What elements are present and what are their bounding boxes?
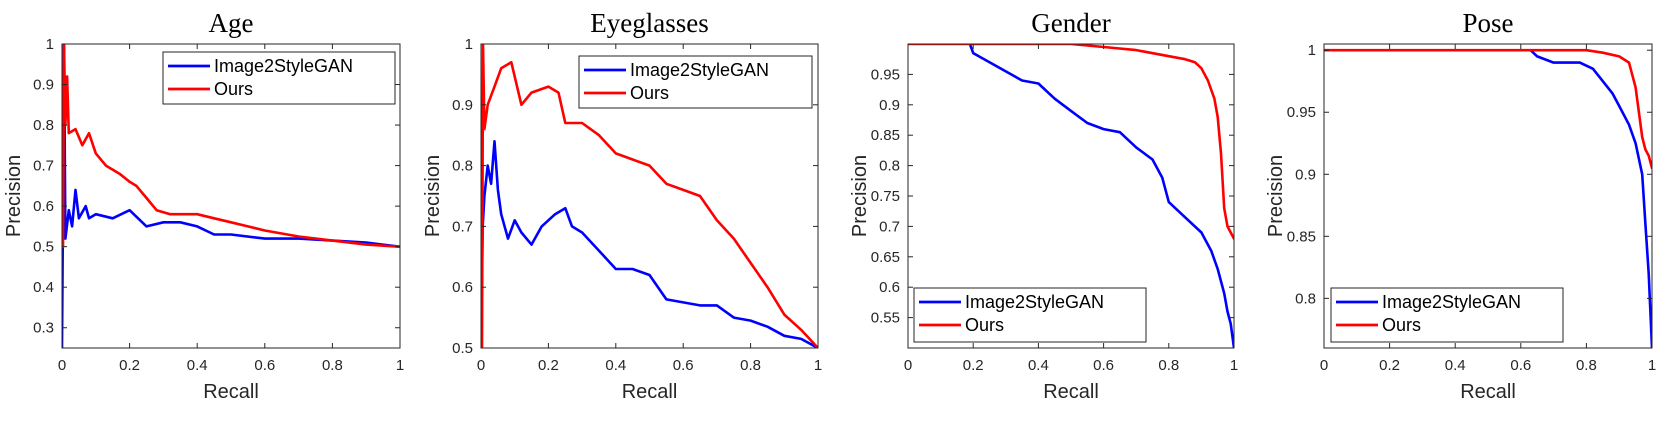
x-tick-label: 0.8 — [1576, 357, 1597, 374]
series-line-ours — [1324, 48, 1652, 170]
x-tick-label: 0.6 — [254, 357, 275, 374]
x-tick-label: 0.2 — [1379, 357, 1400, 374]
legend: Image2StyleGAN Ours — [1330, 287, 1564, 343]
legend-entry: Ours — [1382, 315, 1421, 335]
x-tick-label: 0.6 — [1510, 357, 1531, 374]
x-tick-label: 1 — [1230, 357, 1238, 374]
x-tick-label: 0.4 — [1445, 357, 1466, 374]
y-tick-label: 1 — [1308, 42, 1316, 59]
x-tick-label: 0.6 — [1093, 357, 1114, 374]
chart-panel-pose: Pose 0 0.2 0.4 0.6 0.8 1 0.8 0.85 0.9 0.95 1 Recall P… — [1265, 8, 1656, 403]
legend-entry: Image2StyleGAN — [965, 292, 1104, 312]
x-axis-label: Recall — [1043, 381, 1099, 403]
y-tick-label: 1 — [46, 36, 54, 53]
legend-entry: Image2StyleGAN — [214, 56, 353, 76]
y-tick-label: 0.95 — [1287, 104, 1316, 121]
x-tick-label: 0.2 — [963, 357, 984, 374]
chart-title: Age — [209, 8, 254, 38]
chart-title: Gender — [1031, 8, 1110, 38]
x-axis-label: Recall — [203, 381, 259, 403]
series-line-image2stylegan — [1529, 48, 1652, 348]
series-line-ours — [62, 44, 400, 248]
y-axis-label: Precision — [1265, 155, 1287, 237]
x-tick-label: 0.2 — [538, 357, 559, 374]
legend-box — [162, 51, 396, 105]
legend-entry: Image2StyleGAN — [630, 60, 769, 80]
legend-box — [578, 55, 813, 109]
x-tick-label: 0 — [58, 357, 66, 374]
y-tick-label: 0.65 — [871, 249, 900, 266]
x-tick-label: 0.4 — [187, 357, 208, 374]
y-tick-label: 0.8 — [1295, 290, 1316, 307]
x-tick-label: 0 — [477, 357, 485, 374]
chart-title: Eyeglasses — [590, 8, 708, 38]
y-tick-label: 0.6 — [33, 198, 54, 215]
x-axis-label: Recall — [622, 381, 678, 403]
y-tick-label: 0.8 — [879, 158, 900, 175]
x-tick-label: 0.8 — [322, 357, 343, 374]
x-tick-label: 1 — [396, 357, 404, 374]
legend-entry: Ours — [630, 83, 669, 103]
y-tick-label: 0.8 — [33, 117, 54, 134]
legend: Image2StyleGAN Ours — [913, 287, 1147, 343]
y-tick-label: 0.9 — [33, 77, 54, 94]
x-tick-label: 0.4 — [1028, 357, 1049, 374]
y-tick-label: 0.85 — [871, 127, 900, 144]
series-line-image2stylegan — [481, 140, 818, 348]
y-tick-label: 0.7 — [879, 218, 900, 235]
legend: Image2StyleGAN Ours — [578, 55, 813, 109]
y-tick-label: 0.8 — [452, 158, 473, 175]
y-tick-label: 0.3 — [33, 320, 54, 337]
legend: Image2StyleGAN Ours — [162, 51, 396, 105]
y-tick-label: 0.5 — [452, 340, 473, 357]
y-tick-label: 0.95 — [871, 66, 900, 83]
x-tick-label: 0.2 — [119, 357, 140, 374]
y-tick-label: 0.9 — [879, 97, 900, 114]
y-tick-label: 0.5 — [33, 239, 54, 256]
chart-panel-gender: Gender 0 0.2 0.4 0.6 0.8 1 0.55 0.6 0.65 0.7 0.75 0.… — [849, 8, 1238, 403]
y-axis-label: Precision — [3, 155, 25, 237]
legend-entry: Image2StyleGAN — [1382, 292, 1521, 312]
x-tick-label: 0 — [904, 357, 912, 374]
y-tick-label: 0.9 — [452, 97, 473, 114]
legend-entry: Ours — [965, 315, 1004, 335]
y-tick-label: 0.6 — [452, 279, 473, 296]
series-line-image2stylegan — [968, 44, 1234, 348]
y-axis-label: Precision — [422, 155, 444, 237]
chart-panel-eyeglasses: Eyeglasses 0 0.2 0.4 0.6 0.8 1 0.5 0.6 0.7 0.8 0.9 1… — [422, 8, 822, 403]
x-tick-label: 0.4 — [605, 357, 626, 374]
legend-box — [913, 287, 1147, 343]
plot-frame — [480, 43, 819, 349]
y-tick-label: 0.4 — [33, 279, 54, 296]
y-tick-label: 0.9 — [1295, 166, 1316, 183]
x-tick-label: 0 — [1320, 357, 1328, 374]
chart-title: Pose — [1462, 8, 1513, 38]
x-tick-label: 0.6 — [673, 357, 694, 374]
series-line-ours — [481, 44, 818, 348]
x-tick-label: 0.8 — [740, 357, 761, 374]
x-tick-label: 0.8 — [1158, 357, 1179, 374]
y-tick-label: 0.7 — [33, 158, 54, 175]
plot-frame — [1323, 43, 1653, 349]
y-tick-label: 0.6 — [879, 279, 900, 296]
series-line-ours — [908, 44, 1234, 240]
series-line-image2stylegan — [62, 44, 400, 348]
y-tick-label: 0.85 — [1287, 228, 1316, 245]
y-tick-label: 0.7 — [452, 218, 473, 235]
x-tick-label: 1 — [814, 357, 822, 374]
chart-panel-age: Age 0 0.2 0.4 0.6 0.8 1 0.3 0.4 0.5 0.6 0.7 0.8 0.9 1 R… — [3, 8, 404, 403]
plot-frame — [61, 43, 401, 349]
legend-entry: Ours — [214, 79, 253, 99]
legend-box — [1330, 287, 1564, 343]
y-axis-label: Precision — [849, 155, 871, 237]
x-tick-label: 1 — [1648, 357, 1656, 374]
y-tick-label: 0.75 — [871, 188, 900, 205]
y-tick-label: 1 — [465, 36, 473, 53]
y-tick-label: 0.55 — [871, 310, 900, 327]
x-axis-label: Recall — [1460, 381, 1516, 403]
